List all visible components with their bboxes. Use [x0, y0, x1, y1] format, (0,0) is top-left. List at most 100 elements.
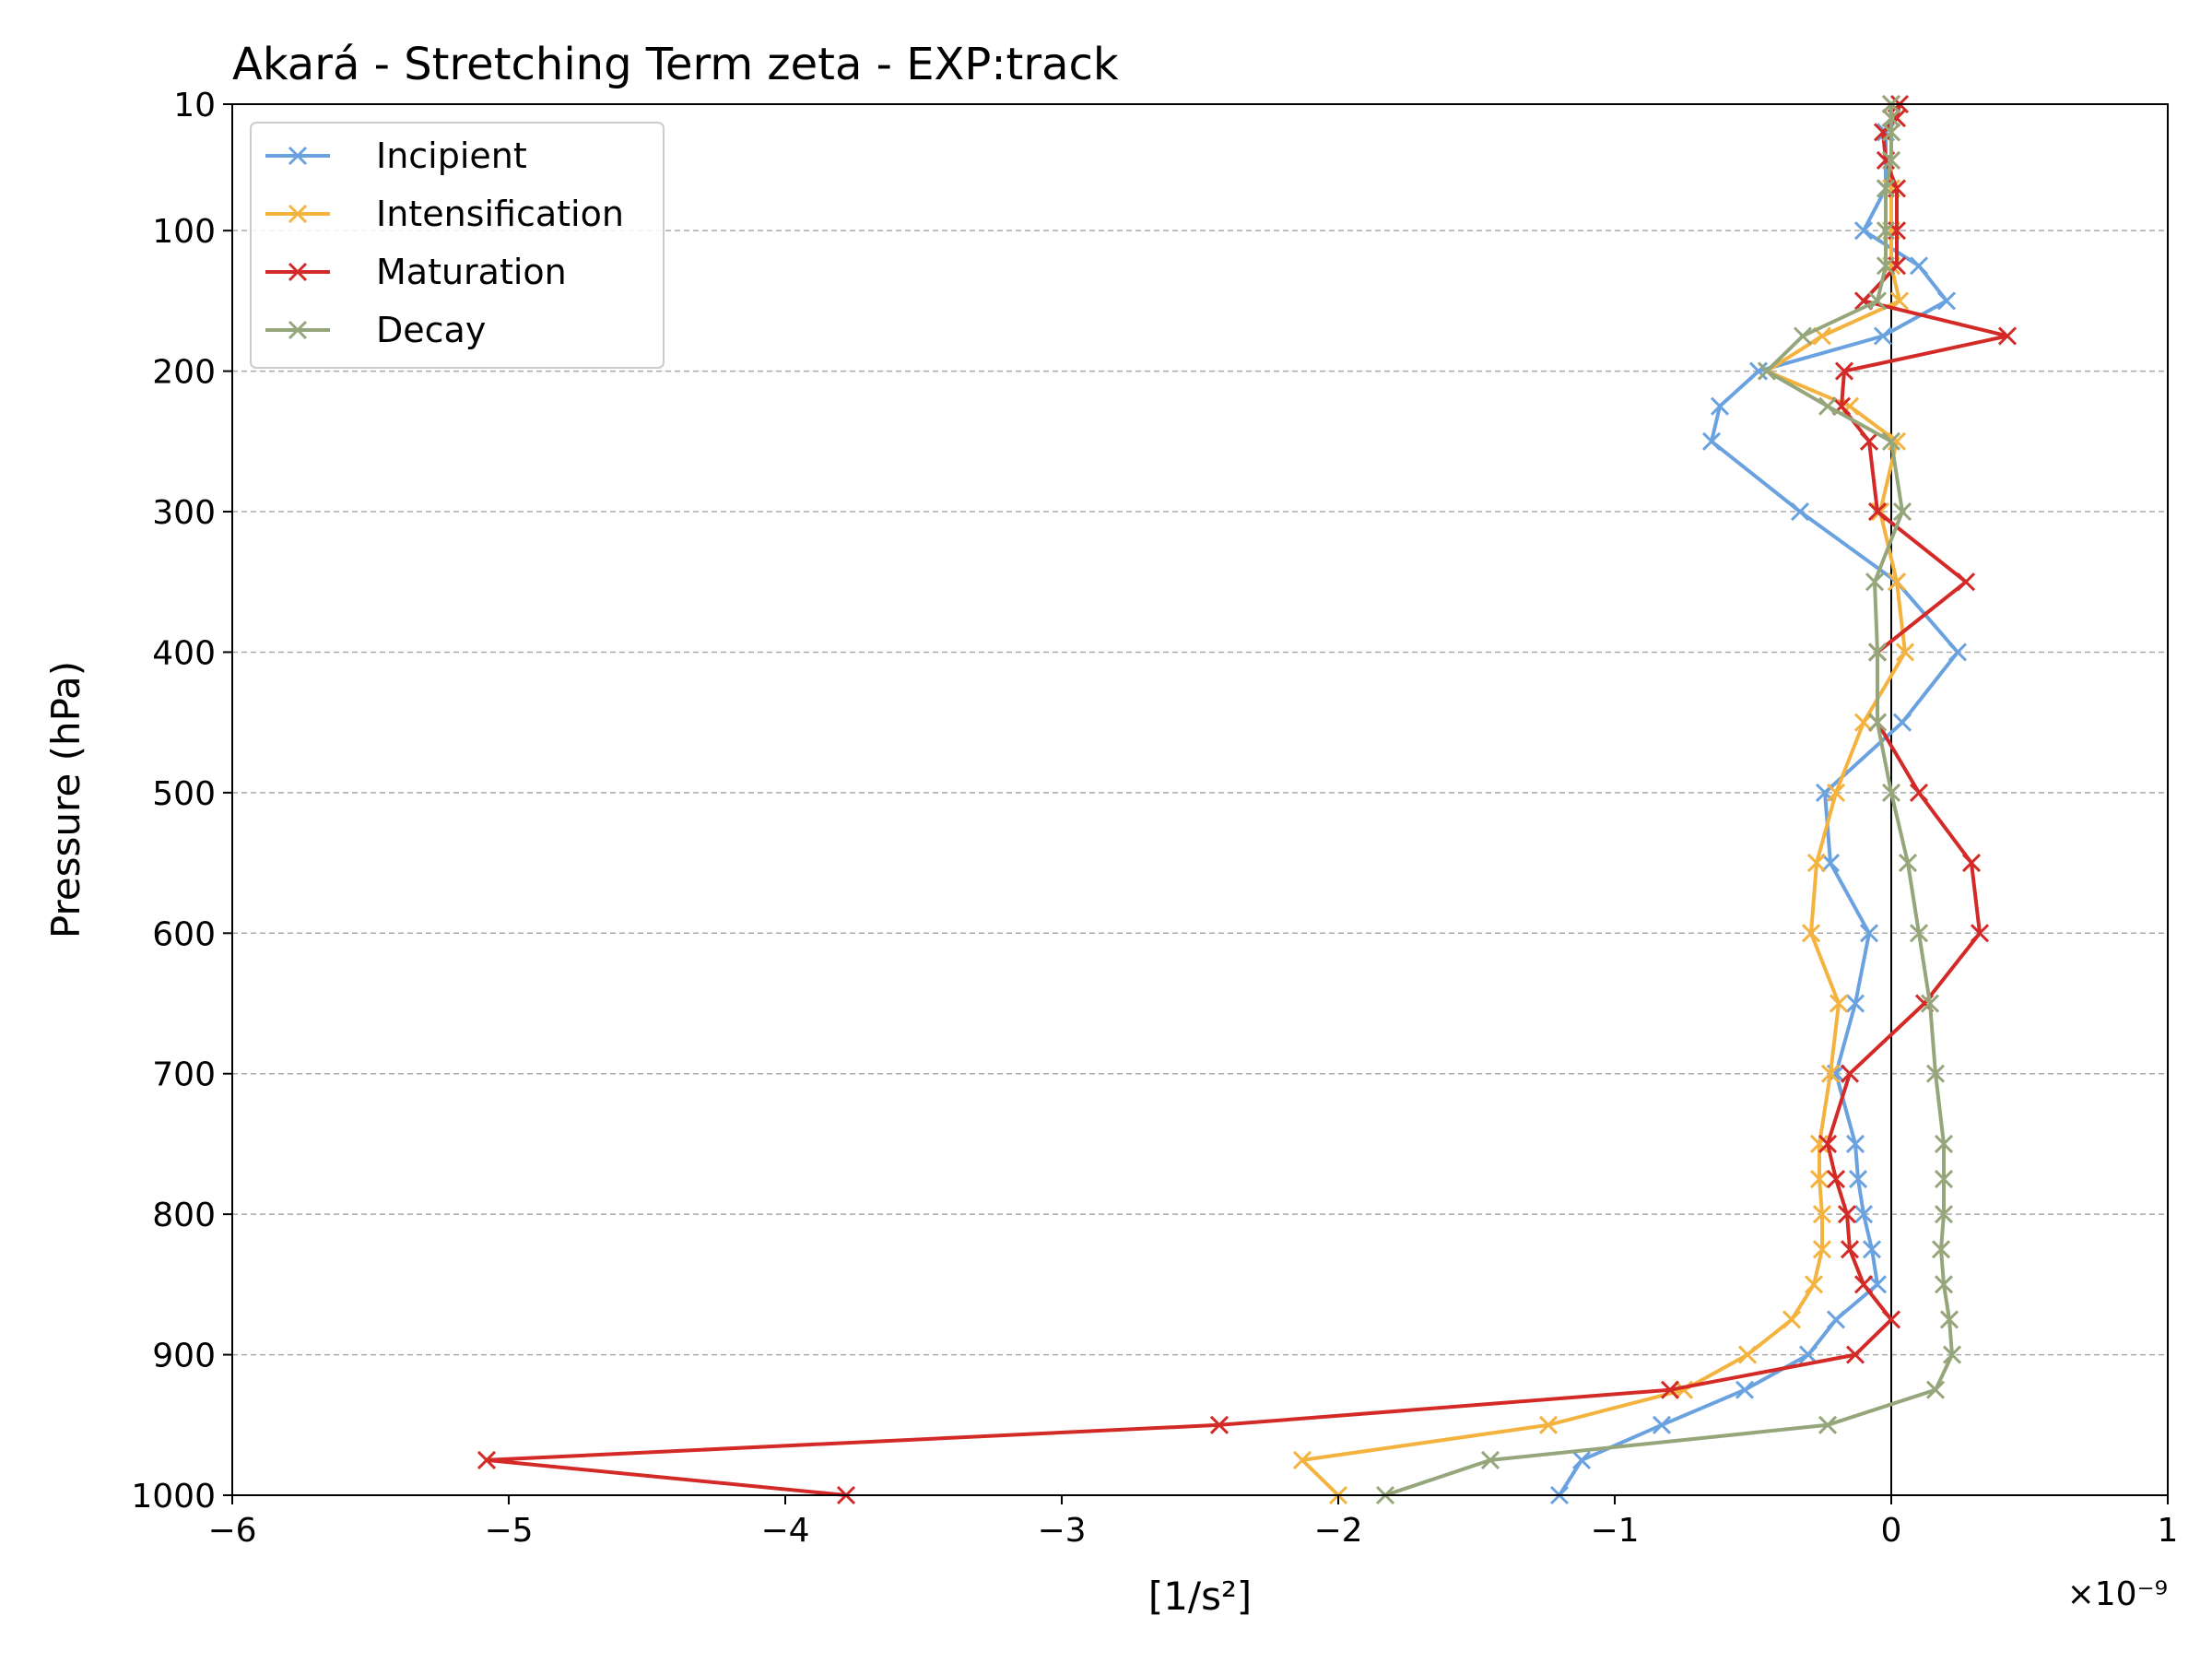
data-point-intensification — [1782, 1310, 1802, 1329]
data-point-maturation — [1909, 783, 1929, 802]
data-point-incipient — [1867, 1275, 1888, 1294]
legend-marker — [288, 146, 308, 166]
data-point-intensification — [1820, 1064, 1841, 1083]
y-axis-title: Pressure (hPa) — [43, 661, 88, 938]
x-axis-ticks: −6 −5 −4 −3 −2 −1 0 1 — [207, 1495, 2178, 1550]
data-point-incipient — [1735, 1380, 1755, 1399]
y-tick-label: 200 — [152, 354, 216, 392]
data-point-intensification — [1804, 1275, 1824, 1294]
legend-box — [250, 122, 665, 369]
data-point-maturation — [1961, 854, 1982, 873]
series-incipient — [1549, 94, 1968, 1505]
data-point-intensification — [1853, 713, 1874, 732]
data-point-decay — [1909, 924, 1929, 943]
y-tick-label: 800 — [152, 1197, 216, 1234]
data-point-maturation — [1840, 1240, 1860, 1259]
legend-item-incipient: Incipient — [265, 136, 527, 176]
data-point-decay — [1480, 1450, 1500, 1469]
series-decay — [1375, 94, 1962, 1505]
x-tick-label: −3 — [1037, 1512, 1086, 1550]
data-point-decay — [1876, 256, 1896, 276]
data-point-maturation — [1845, 1345, 1865, 1364]
data-point-maturation — [1209, 1415, 1230, 1434]
y-tick-label: 700 — [152, 1056, 216, 1094]
legend-label: Intensification — [376, 194, 624, 234]
data-point-decay — [1876, 221, 1896, 241]
data-point-maturation — [1840, 1064, 1860, 1083]
data-point-maturation — [1859, 431, 1879, 451]
data-point-incipient — [1859, 924, 1879, 943]
data-point-incipient — [1873, 326, 1893, 346]
series-group — [477, 94, 2018, 1505]
y-tick-label: 300 — [152, 494, 216, 532]
data-point-incipient — [1798, 1345, 1818, 1364]
legend-label: Decay — [376, 310, 486, 350]
data-point-incipient — [1947, 643, 1968, 662]
data-point-decay — [1865, 572, 1885, 592]
data-point-maturation — [1826, 1169, 1846, 1189]
data-point-decay — [1881, 783, 1901, 802]
data-point-incipient — [1710, 396, 1730, 416]
data-point-decay — [1931, 1240, 1951, 1259]
data-point-decay — [1898, 854, 1918, 873]
legend-marker — [288, 204, 308, 224]
data-point-incipient — [1748, 361, 1769, 381]
data-point-decay — [1867, 291, 1888, 311]
data-point-intensification — [1889, 291, 1910, 311]
data-point-intensification — [1674, 1380, 1694, 1399]
series-line-maturation — [485, 103, 2009, 1497]
data-point-maturation — [1867, 501, 1888, 522]
data-point-decay — [1892, 501, 1912, 522]
series-intensification — [1292, 94, 1915, 1505]
data-point-incipient — [1936, 291, 1957, 311]
data-point-incipient — [1790, 501, 1810, 522]
data-point-intensification — [1737, 1345, 1758, 1364]
data-point-decay — [1925, 1380, 1946, 1399]
y-tick-label: 600 — [152, 915, 216, 953]
y-tick-label: 1000 — [131, 1478, 216, 1516]
data-point-decay — [1881, 150, 1901, 171]
data-point-intensification — [1895, 643, 1915, 662]
data-point-maturation — [1834, 361, 1854, 381]
x-axis-title: [1/s²] — [1148, 1574, 1252, 1619]
data-point-decay — [1942, 1345, 1962, 1364]
data-point-intensification — [1538, 1415, 1559, 1434]
series-maturation — [477, 94, 2018, 1505]
y-tick-label: 100 — [152, 213, 216, 251]
chart-title: Akará - Stretching Term zeta - EXP:track — [232, 39, 1119, 90]
data-point-decay — [1867, 713, 1888, 732]
data-point-incipient — [1826, 1310, 1846, 1329]
data-point-decay — [1934, 1134, 1954, 1154]
data-point-decay — [1925, 1064, 1946, 1083]
x-tick-label: −6 — [207, 1512, 256, 1550]
x-tick-label: −2 — [1313, 1512, 1362, 1550]
data-point-maturation — [1660, 1380, 1680, 1399]
data-point-decay — [1934, 1205, 1954, 1224]
data-point-incipient — [1909, 256, 1929, 276]
data-point-intensification — [1806, 854, 1827, 873]
x-tick-label: 0 — [1881, 1512, 1902, 1550]
data-point-maturation — [1881, 1310, 1901, 1329]
data-point-incipient — [1848, 1169, 1868, 1189]
x-tick-label: 1 — [2158, 1512, 2179, 1550]
data-point-incipient — [1571, 1450, 1592, 1469]
data-point-decay — [1939, 1310, 1959, 1329]
y-tick-label: 400 — [152, 634, 216, 672]
y-tick-label: 500 — [152, 775, 216, 813]
x-tick-label: −1 — [1590, 1512, 1639, 1550]
plot-frame — [231, 103, 2169, 1496]
data-point-incipient — [1845, 1134, 1865, 1154]
data-point-decay — [1920, 994, 1940, 1013]
x-axis-scale-label: ×10⁻⁹ — [2067, 1575, 2168, 1613]
data-point-decay — [1818, 396, 1838, 416]
legend-item-decay: Decay — [265, 310, 486, 350]
grid-lines — [232, 230, 2168, 1356]
data-point-maturation — [1853, 1275, 1874, 1294]
data-point-intensification — [1812, 1240, 1832, 1259]
data-point-intensification — [1829, 994, 1849, 1013]
x-tick-label: −5 — [484, 1512, 533, 1550]
data-point-incipient — [1853, 221, 1874, 241]
data-point-incipient — [1862, 1240, 1882, 1259]
